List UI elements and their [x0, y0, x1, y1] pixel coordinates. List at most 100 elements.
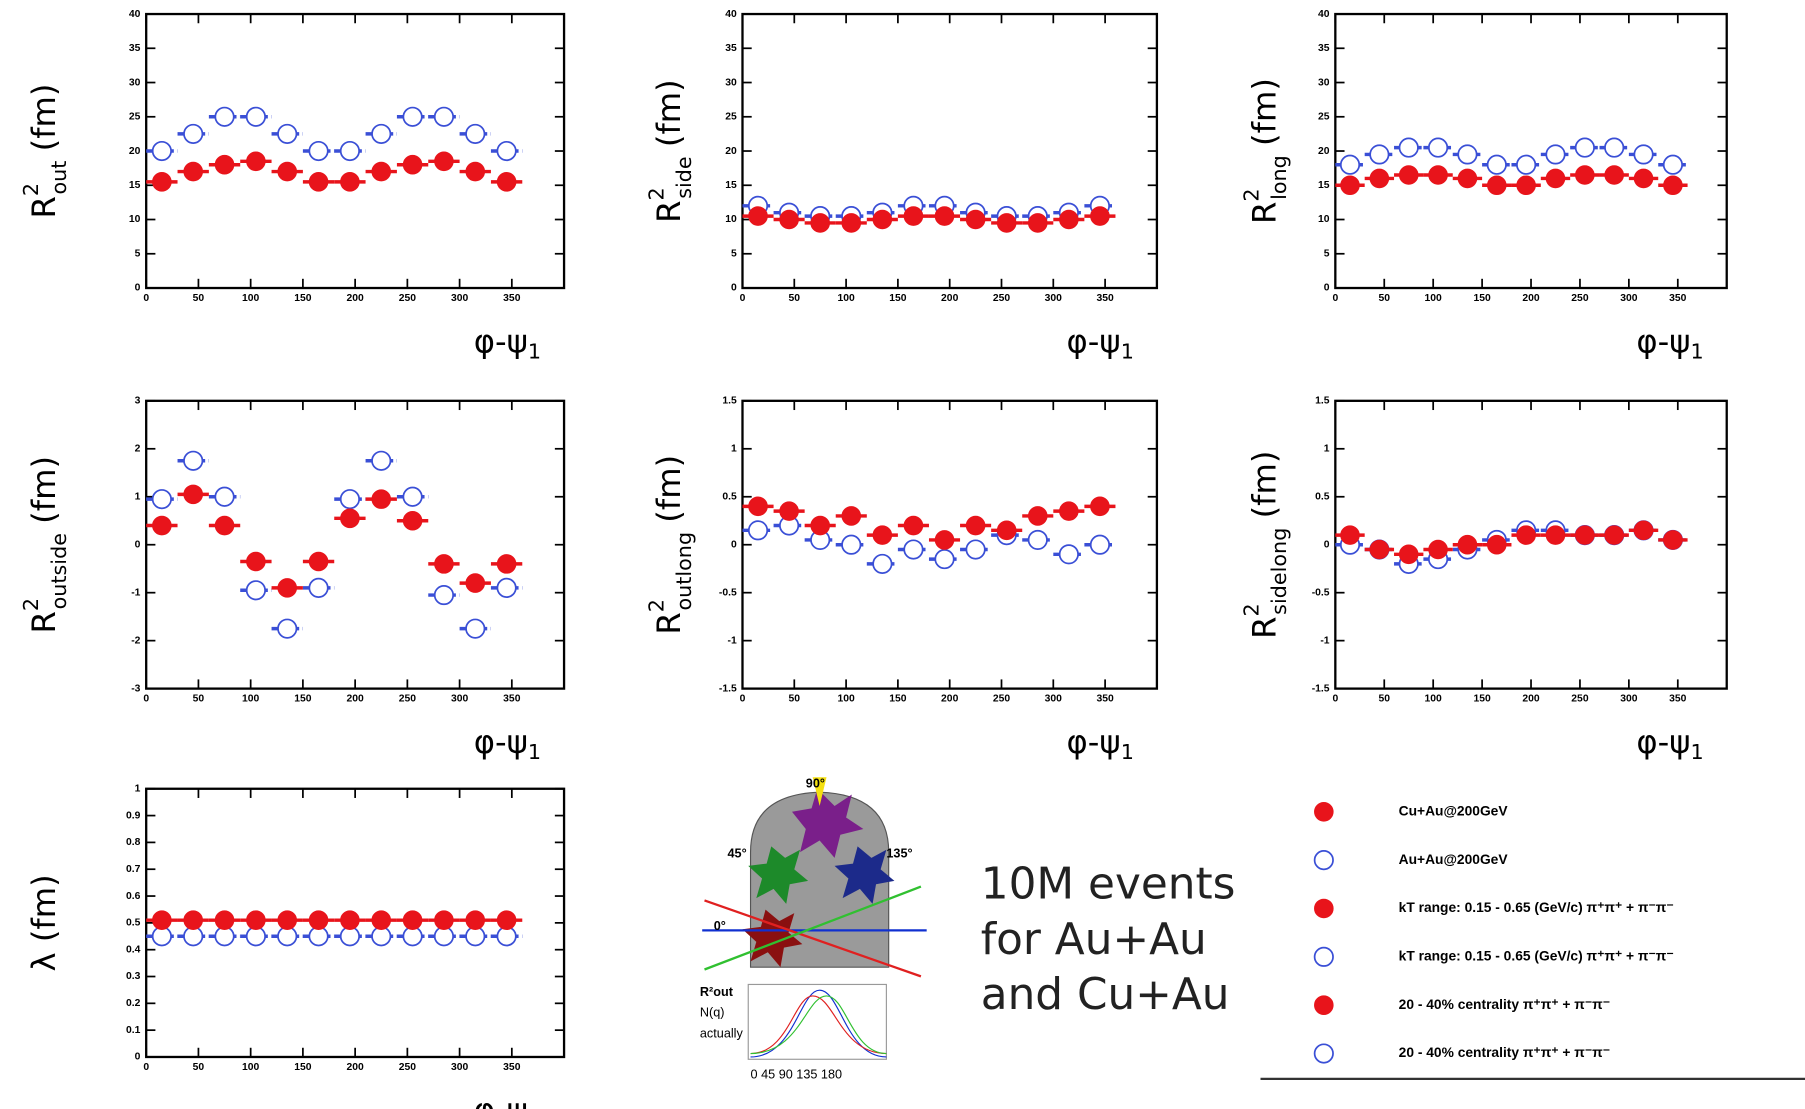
- angle-label: 135°: [886, 847, 912, 861]
- x-label-sub: 1: [1121, 740, 1134, 764]
- y-tick-label: 40: [129, 9, 141, 20]
- x-tick-label: 150: [889, 293, 907, 304]
- y-tick-label: 0.5: [1315, 491, 1330, 502]
- x-tick-label: 100: [837, 694, 855, 705]
- arrow: [812, 777, 827, 807]
- point: [465, 161, 486, 182]
- y-tick-label: 30: [1318, 77, 1330, 88]
- point: [371, 450, 392, 471]
- x-tick-label: 300: [1620, 293, 1638, 304]
- x-tick-label: 0: [143, 1062, 149, 1073]
- point: [371, 161, 392, 182]
- x-tick-label: 250: [399, 694, 417, 705]
- y-tick-label: 1: [135, 783, 141, 794]
- x-tick-label: 250: [399, 293, 417, 304]
- y-label-unit: (fm): [650, 79, 688, 147]
- legend-marker: [1314, 898, 1334, 919]
- note: for Au+Au: [981, 914, 1207, 965]
- x-tick-label: 350: [1096, 293, 1114, 304]
- point: [1604, 525, 1624, 545]
- point: [903, 206, 924, 226]
- y-tick-label: 1.5: [1315, 396, 1330, 407]
- point: [496, 577, 517, 598]
- point: [465, 123, 486, 144]
- legend-label: 20 - 40% centrality π⁺π⁺ + π⁻π⁻: [1399, 1044, 1610, 1060]
- x-tick-label: 300: [451, 293, 469, 304]
- point: [183, 161, 203, 182]
- point: [934, 206, 955, 226]
- y-label-text: R: [1245, 202, 1283, 224]
- point: [1398, 544, 1419, 565]
- x-tick-label: 100: [1425, 694, 1443, 705]
- star: [791, 788, 864, 858]
- y-tick-label: 10: [725, 214, 737, 225]
- point: [1516, 525, 1536, 545]
- point: [434, 910, 454, 930]
- point: [1398, 165, 1419, 185]
- point: [1058, 544, 1079, 565]
- legend-marker: [1313, 946, 1334, 967]
- point: [1545, 144, 1566, 165]
- y-tick-label: -1.5: [1312, 683, 1330, 694]
- point: [308, 172, 329, 192]
- point: [1369, 144, 1390, 165]
- point: [1428, 165, 1448, 185]
- y-tick-label: 15: [725, 180, 737, 191]
- x-label-text: φ-ψ: [1636, 723, 1690, 761]
- point: [277, 578, 298, 598]
- point: [402, 154, 423, 175]
- point: [903, 515, 924, 536]
- x-tick-label: 300: [451, 694, 469, 705]
- point: [434, 554, 454, 574]
- point: [402, 910, 423, 930]
- y-tick-label: 0.8: [126, 837, 141, 848]
- point: [434, 151, 454, 172]
- point: [965, 515, 986, 536]
- x-tick-label: 0: [740, 293, 746, 304]
- y-label-sub: side: [672, 156, 696, 198]
- x-tick-label: 350: [1096, 694, 1114, 705]
- point: [246, 551, 266, 572]
- point: [433, 106, 454, 127]
- point: [1398, 137, 1419, 158]
- point: [996, 520, 1017, 541]
- x-tick-label: 250: [1571, 694, 1589, 705]
- point: [1575, 165, 1595, 185]
- point: [246, 910, 266, 930]
- point: [340, 172, 360, 192]
- y-tick-label: -0.5: [719, 587, 737, 598]
- y-tick-label: -0.5: [1312, 587, 1330, 598]
- point: [465, 618, 486, 639]
- point: [1089, 534, 1110, 555]
- x-tick-label: 300: [1045, 293, 1063, 304]
- x-tick-label: 200: [941, 293, 959, 304]
- point: [810, 213, 830, 233]
- x-tick-label: 50: [789, 293, 801, 304]
- y-label-sub: outlong: [672, 532, 696, 611]
- y-tick-label: 10: [129, 214, 141, 225]
- x-tick-label: 150: [1473, 694, 1491, 705]
- y-tick-label: 0: [731, 539, 737, 550]
- point: [214, 154, 235, 175]
- x-label-text: φ-ψ: [1067, 723, 1121, 761]
- point: [371, 123, 392, 144]
- point: [1457, 168, 1478, 189]
- diagram: 90° 45° 135° 0° R²out N(q) actually 0 45…: [700, 776, 927, 1082]
- y-tick-label: 0: [731, 283, 737, 294]
- legend-label: Cu+Au@200GeV: [1399, 802, 1509, 818]
- plot-frame: [1334, 12, 1728, 290]
- y-label-unit: (fm): [25, 456, 63, 524]
- x-label-sub: 1: [1691, 740, 1704, 764]
- point: [402, 106, 423, 127]
- x-tick-label: 250: [399, 1062, 417, 1073]
- point: [308, 577, 329, 598]
- x-label-sub: 1: [1691, 339, 1704, 363]
- y-axis-label: λ (fm): [25, 874, 63, 971]
- point: [214, 486, 235, 507]
- y-tick-label: 25: [1318, 112, 1330, 123]
- point: [371, 910, 392, 930]
- x-tick-label: 250: [993, 694, 1011, 705]
- point: [1604, 137, 1625, 158]
- y-tick-label: 0.1: [126, 1025, 141, 1036]
